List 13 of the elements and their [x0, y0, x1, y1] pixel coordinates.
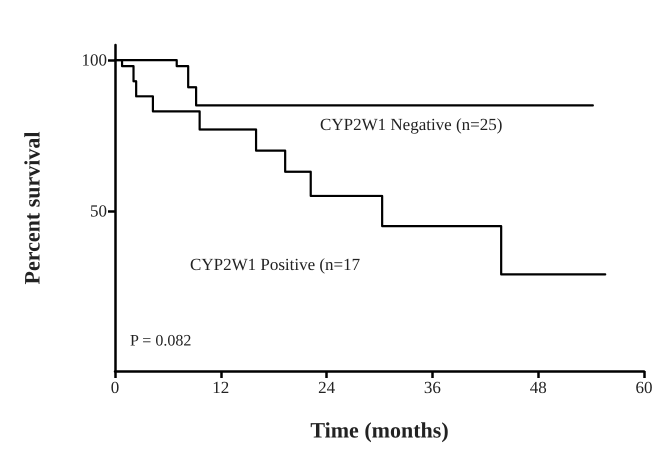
text: CYP2W1 Positive (n=17 — [190, 255, 361, 274]
x-tick-label: 48 — [530, 378, 547, 397]
y-tick-label: 50 — [90, 202, 107, 221]
y-axis-title: Percent survival — [20, 132, 44, 284]
x-tick-label: 12 — [212, 378, 230, 397]
annotation: P = 0.082 — [130, 332, 192, 350]
x-axis-title: Time (months) — [310, 418, 449, 442]
x-tick-label: 36 — [424, 378, 441, 397]
series-label: CYP2W1 Negative (n=25) — [320, 115, 502, 134]
x-tick-label: 0 — [110, 378, 120, 397]
x-tick-label: 24 — [318, 378, 336, 397]
x-tick-label: 60 — [636, 378, 652, 397]
y-tick-label: 100 — [82, 50, 107, 70]
